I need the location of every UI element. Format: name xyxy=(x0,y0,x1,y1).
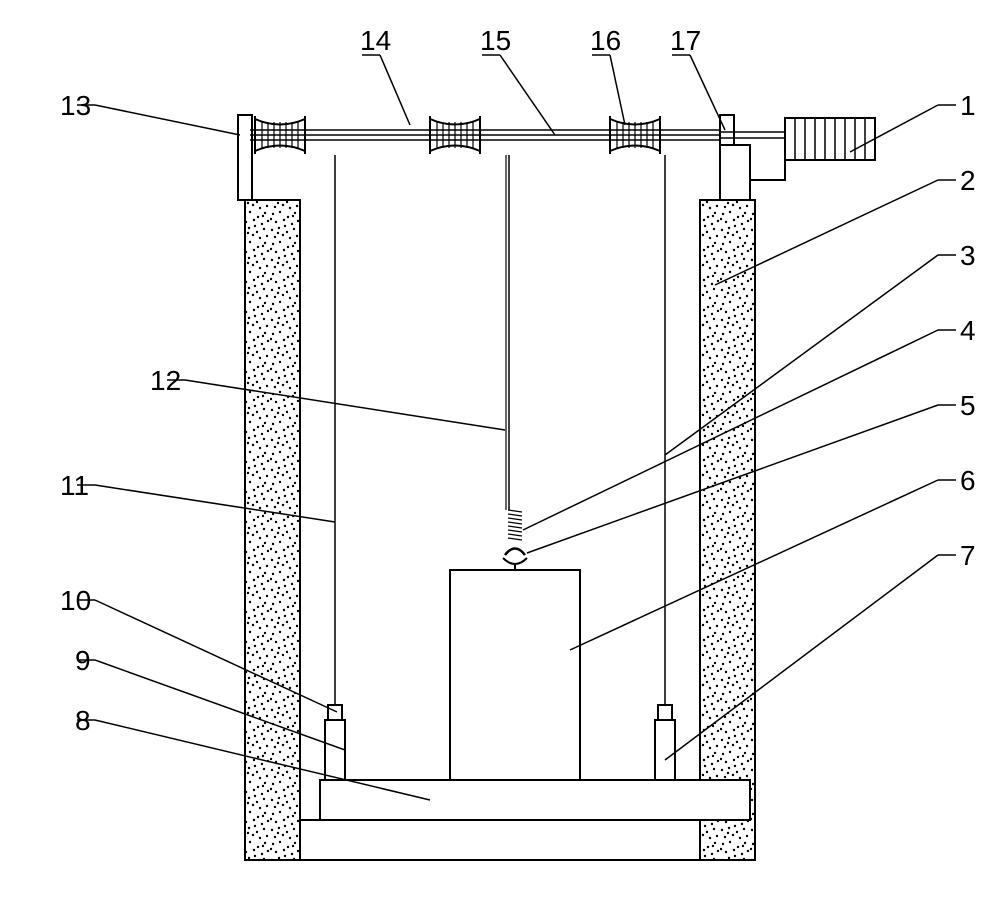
post-0 xyxy=(325,720,345,780)
spool-2 xyxy=(610,116,660,154)
label-17: 17 xyxy=(670,25,701,56)
right-support-base xyxy=(720,145,750,200)
label-9: 9 xyxy=(75,645,91,676)
post-1 xyxy=(655,720,675,780)
leader-17 xyxy=(690,55,725,130)
post-cap-1 xyxy=(658,705,672,720)
leader-15 xyxy=(500,55,555,135)
leader-14 xyxy=(380,55,410,125)
motor-body xyxy=(785,118,875,160)
label-11: 11 xyxy=(60,470,89,501)
label-7: 7 xyxy=(960,540,976,571)
left-support xyxy=(238,115,252,200)
leader-13 xyxy=(95,105,240,135)
engineering-diagram: 1234567891011121314151617 xyxy=(0,0,1000,916)
label-8: 8 xyxy=(75,705,91,736)
spool-1 xyxy=(430,116,480,154)
platform xyxy=(320,780,750,820)
label-6: 6 xyxy=(960,465,976,496)
label-10: 10 xyxy=(60,585,91,616)
label-5: 5 xyxy=(960,390,976,421)
right-support xyxy=(720,115,734,145)
label-4: 4 xyxy=(960,315,976,346)
label-2: 2 xyxy=(960,165,976,196)
label-13: 13 xyxy=(60,90,91,121)
label-12: 12 xyxy=(150,365,181,396)
leader-9 xyxy=(95,660,345,750)
leader-12 xyxy=(185,380,505,430)
pit-floor xyxy=(245,820,755,860)
cargo-box xyxy=(450,570,580,780)
right-wall xyxy=(700,200,755,860)
spool-0 xyxy=(255,116,305,154)
post-cap-0 xyxy=(328,705,342,720)
leader-16 xyxy=(610,55,625,125)
motor-bracket xyxy=(750,160,785,180)
label-1: 1 xyxy=(960,90,976,121)
spring-hook xyxy=(503,510,527,570)
label-16: 16 xyxy=(590,25,621,56)
label-15: 15 xyxy=(480,25,511,56)
left-wall xyxy=(245,200,300,860)
label-3: 3 xyxy=(960,240,976,271)
label-14: 14 xyxy=(360,25,391,56)
